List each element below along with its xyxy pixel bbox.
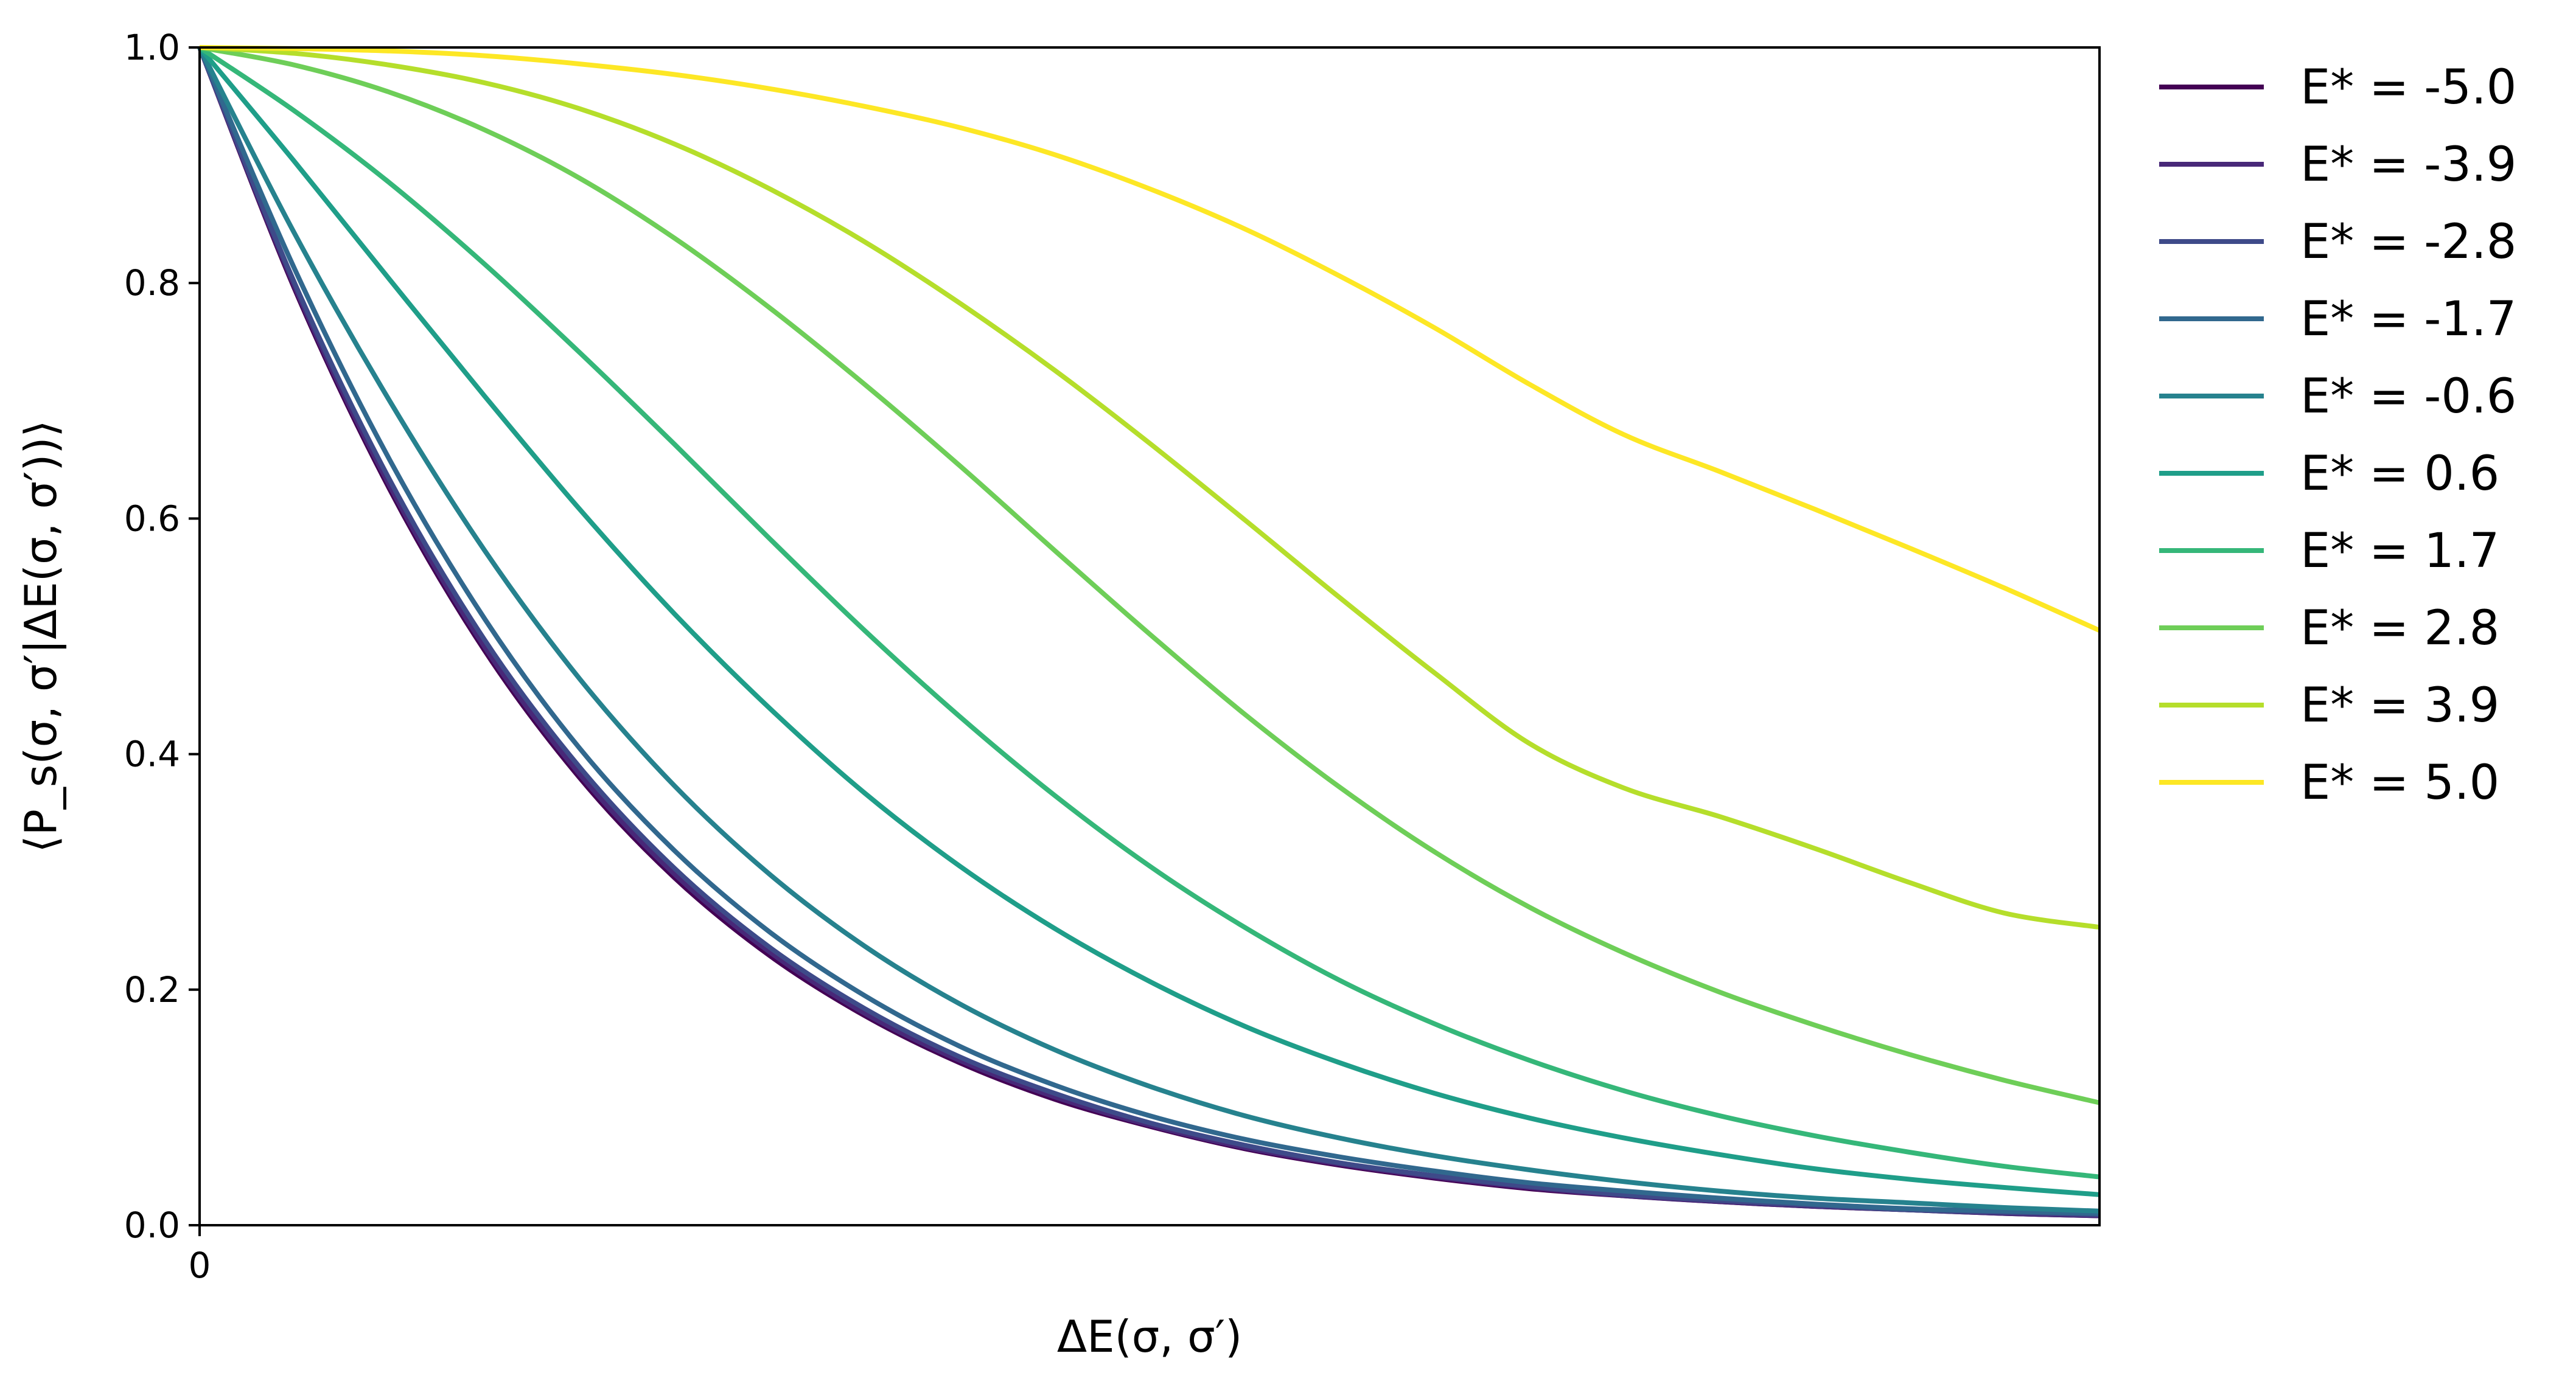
y-axis-ticks: 0.0 0.2 0.4 0.6 0.8 1.0 — [124, 27, 200, 1246]
y-tick-label: 0.6 — [124, 498, 180, 539]
x-axis-label: ΔE(σ, σ′) — [1057, 1311, 1242, 1362]
legend-label: E* = -5.0 — [2300, 60, 2516, 115]
series-line-6 — [198, 45, 2100, 1180]
y-tick-label: 0.0 — [124, 1205, 180, 1246]
y-tick-label: 0.8 — [124, 262, 180, 304]
legend-label: E* = -0.6 — [2300, 369, 2516, 424]
series-line-8 — [199, 45, 2100, 930]
legend-label: E* = 1.7 — [2300, 524, 2499, 579]
legend-label: E* = 5.0 — [2300, 756, 2499, 810]
x-tick-label: 0 — [189, 1245, 211, 1286]
plot-lines — [197, 45, 2101, 1219]
y-tick-label: 1.0 — [124, 27, 180, 68]
legend: E* = -5.0 E* = -3.9 E* = -2.8 E* = -1.7 E* =… — [2159, 60, 2516, 810]
legend-label: E* = -3.9 — [2300, 137, 2516, 192]
y-axis-label: ⟨P_s(σ, σ′|ΔE(σ, σ′))⟩ — [15, 420, 67, 852]
legend-label: E* = -1.7 — [2300, 292, 2516, 347]
plot-frame — [198, 46, 2101, 1226]
legend-label: E* = 2.8 — [2300, 601, 2499, 656]
legend-label: E* = 3.9 — [2300, 678, 2499, 733]
legend-label: E* = 0.6 — [2300, 447, 2499, 501]
legend-label: E* = -2.8 — [2300, 215, 2516, 269]
x-axis-ticks: 0 — [189, 1225, 211, 1286]
series-line-9 — [199, 45, 2101, 633]
series-line-5 — [197, 46, 2100, 1197]
y-tick-label: 0.2 — [124, 969, 180, 1010]
y-tick-label: 0.4 — [124, 734, 180, 775]
series-line-7 — [199, 45, 2100, 1105]
series-line-3 — [197, 46, 2100, 1216]
series-line-4 — [197, 46, 2100, 1214]
